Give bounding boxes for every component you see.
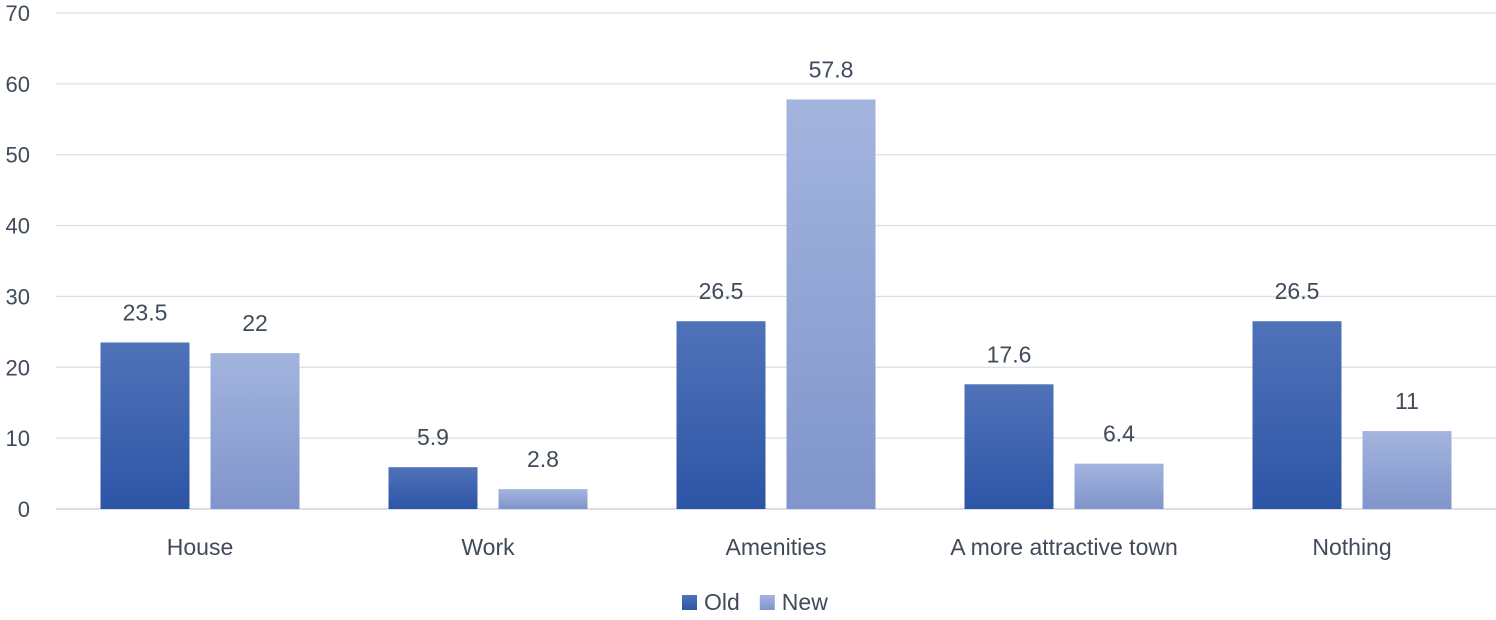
category-label: A more attractive town — [950, 534, 1178, 560]
data-label: 57.8 — [809, 56, 854, 82]
legend: Old New — [682, 589, 828, 615]
data-label: 5.9 — [417, 424, 449, 450]
data-label: 26.5 — [699, 278, 744, 304]
y-tick-label: 10 — [6, 426, 30, 451]
x-axis-categories: House Work Amenities A more attractive town… — [167, 534, 1392, 560]
legend-label-new: New — [782, 589, 828, 615]
bar-new-2 — [786, 99, 876, 510]
y-tick-label: 30 — [6, 284, 30, 309]
bar-old-3 — [964, 384, 1054, 509]
bar-new-3 — [1074, 463, 1164, 509]
y-tick-label: 70 — [6, 1, 30, 26]
data-label: 26.5 — [1275, 278, 1320, 304]
data-label: 22 — [242, 310, 268, 336]
bar-old-0 — [100, 342, 190, 509]
category-label: Work — [461, 534, 515, 560]
data-label: 23.5 — [123, 299, 168, 325]
data-label: 17.6 — [987, 341, 1032, 367]
y-tick-label: 20 — [6, 355, 30, 380]
data-label: 2.8 — [527, 446, 559, 472]
data-label: 6.4 — [1103, 421, 1135, 447]
bar-old-1 — [388, 467, 478, 509]
bar-new-0 — [210, 353, 300, 509]
y-tick-label: 40 — [6, 214, 30, 239]
legend-swatch-new — [759, 595, 775, 610]
data-label: 11 — [1395, 388, 1419, 414]
y-axis-ticks: 0 10 20 30 40 50 60 70 — [6, 1, 30, 522]
y-tick-label: 50 — [6, 143, 30, 168]
bar-old-2 — [676, 321, 766, 509]
bar-new-1 — [498, 489, 588, 509]
y-tick-label: 60 — [6, 72, 30, 97]
data-labels: 23.5 22 5.9 2.8 26.5 57.8 17.6 6.4 26.5 11 — [123, 56, 1419, 472]
legend-swatch-old — [682, 595, 697, 610]
legend-label-old: Old — [704, 589, 740, 615]
bar-old-4 — [1252, 321, 1342, 509]
y-tick-label: 0 — [18, 497, 30, 522]
bars — [100, 99, 1452, 510]
category-label: Amenities — [726, 534, 827, 560]
category-label: Nothing — [1312, 534, 1391, 560]
bar-new-4 — [1362, 431, 1452, 509]
category-label: House — [167, 534, 233, 560]
